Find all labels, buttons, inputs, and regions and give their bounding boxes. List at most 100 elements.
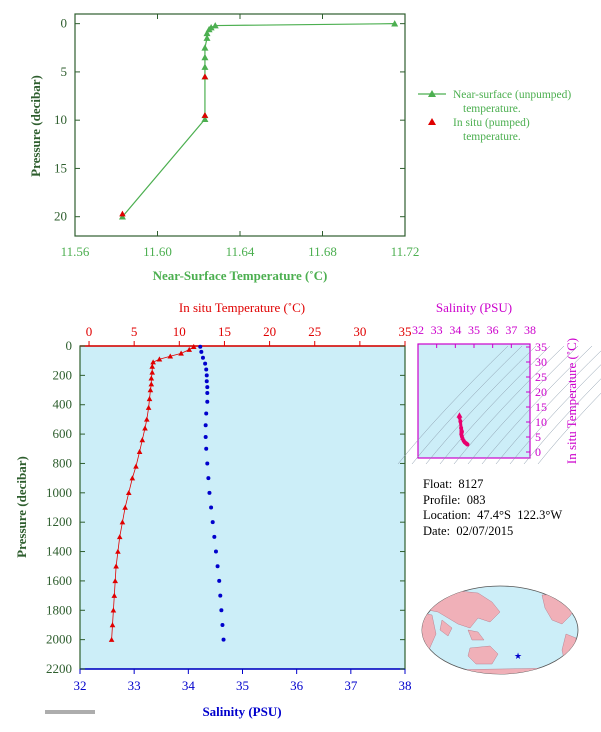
ts-xtick-label: 37	[505, 323, 517, 337]
ts-xtick-label: 35	[468, 323, 480, 337]
temperature-point	[190, 343, 197, 349]
density-contour	[411, 345, 523, 465]
salinity-point	[205, 461, 210, 466]
salinity-point	[200, 355, 205, 360]
salinity-point	[203, 361, 208, 366]
ts-density-contours	[397, 345, 601, 465]
temperature-tick-label: 25	[308, 324, 321, 339]
density-contour	[537, 392, 601, 465]
ts-ytick-label: 25	[535, 370, 547, 384]
near-surface-ytick-label: 20	[54, 209, 67, 224]
ts-title: Salinity (PSU)	[436, 300, 512, 315]
profile-ytick-label: 1800	[46, 602, 72, 617]
temperature-point	[119, 519, 126, 525]
land-india	[439, 619, 453, 637]
near-surface-ytick-label: 5	[61, 64, 68, 79]
legend-label-pumped: In situ (pumped) temperature.	[453, 117, 533, 143]
salinity-point	[219, 608, 224, 613]
salinity-point	[220, 622, 225, 627]
density-contour	[439, 345, 551, 465]
tiny-footer-mark	[45, 710, 95, 714]
density-contour	[425, 345, 537, 465]
profile-axes: 0200400600800100012001400160018002000220…	[46, 324, 412, 693]
ts-surface-point	[456, 412, 463, 418]
salinity-tick-label: 36	[290, 678, 304, 693]
ts-xtick-label: 34	[449, 323, 461, 337]
location: Location: 47.4°S 122.3°W	[423, 508, 563, 522]
temperature-tick-label: 15	[218, 324, 231, 339]
temperature-tick-label: 10	[173, 324, 186, 339]
salinity-tick-label: 33	[128, 678, 141, 693]
temperature-tick-label: 5	[131, 324, 138, 339]
salinity-point	[213, 549, 218, 554]
temperature-point	[156, 356, 163, 362]
salinity-point	[204, 379, 209, 384]
density-contour	[523, 378, 601, 465]
salinity-point	[218, 593, 223, 598]
legend-marker-pumped	[428, 118, 436, 125]
ts-xtick-label: 33	[431, 323, 443, 337]
salinity-point	[221, 637, 226, 642]
profile-ytick-label: 800	[53, 455, 73, 470]
ts-ytick-label: 10	[535, 415, 547, 429]
near-surface-point	[391, 20, 399, 27]
profile-ytick-label: 2000	[46, 632, 72, 647]
ts-marks	[456, 412, 470, 447]
land-australia	[467, 645, 499, 665]
near-surface-xtick-label: 11.72	[391, 244, 420, 259]
temperature-tick-label: 20	[263, 324, 276, 339]
ts-point	[465, 442, 470, 447]
temperature-point	[129, 475, 136, 481]
temperature-point	[109, 622, 116, 628]
profile-ytick-label: 600	[53, 426, 73, 441]
legend-label-pumped-line1: In situ (pumped)	[453, 117, 530, 129]
near-surface-point	[211, 22, 219, 29]
world-map: ★	[421, 585, 579, 675]
profile-top-axis-label: In situ Temperature (˚C)	[179, 300, 305, 315]
temperature-point	[133, 463, 139, 469]
salinity-point	[205, 390, 210, 395]
float-info: Float: 8127 Profile: 083 Location: 47.4°…	[423, 477, 562, 539]
legend-marker-unpumped	[428, 90, 436, 97]
salinity-point	[205, 385, 210, 390]
near-surface-xtick-label: 11.68	[308, 244, 337, 259]
temperature-tick-label: 30	[353, 324, 366, 339]
near-surface-point	[201, 63, 209, 70]
legend-label-unpumped-line1: Near-surface (unpumped)	[453, 89, 571, 101]
temperature-point	[111, 592, 118, 598]
profile-ytick-label: 200	[53, 367, 73, 382]
density-contour	[495, 350, 601, 465]
ts-point	[458, 419, 463, 424]
near-surface-ytick-label: 0	[61, 16, 68, 31]
profile-ytick-label: 2200	[46, 661, 72, 676]
ts-ytick-label: 20	[535, 385, 547, 399]
ts-ytick-label: 30	[535, 355, 547, 369]
salinity-point	[203, 435, 208, 440]
land-se-asia	[467, 629, 485, 641]
profile-ytick-label: 1400	[46, 544, 72, 559]
temperature-point	[186, 346, 193, 352]
near-surface-point	[203, 29, 211, 37]
in-situ-point	[201, 112, 209, 118]
near-surface-xtick-label: 11.64	[226, 244, 255, 259]
profile-ytick-label: 0	[66, 338, 73, 353]
in-situ-point	[119, 210, 126, 217]
ts-xtick-label: 38	[524, 323, 536, 337]
profile-ytick-label: 1600	[46, 573, 72, 588]
near-surface-ytick-label: 10	[54, 112, 67, 127]
profile-chart: 0200400600800100012001400160018002000220…	[14, 300, 412, 719]
near-surface-point	[203, 34, 211, 41]
in-situ-point	[201, 73, 209, 80]
salinity-point	[198, 344, 203, 349]
salinity-point	[204, 446, 209, 451]
near-surface-ytick-label: 15	[54, 160, 67, 175]
near-surface-chart: 11.56 11.60 11.64 11.68 11.72 0 5 10 15 20 Near-S…	[28, 13, 571, 283]
near-surface-point	[201, 115, 209, 123]
temperature-point	[122, 504, 128, 510]
salinity-point	[210, 520, 215, 525]
density-contour	[509, 364, 601, 465]
float-location-star: ★	[514, 651, 522, 661]
